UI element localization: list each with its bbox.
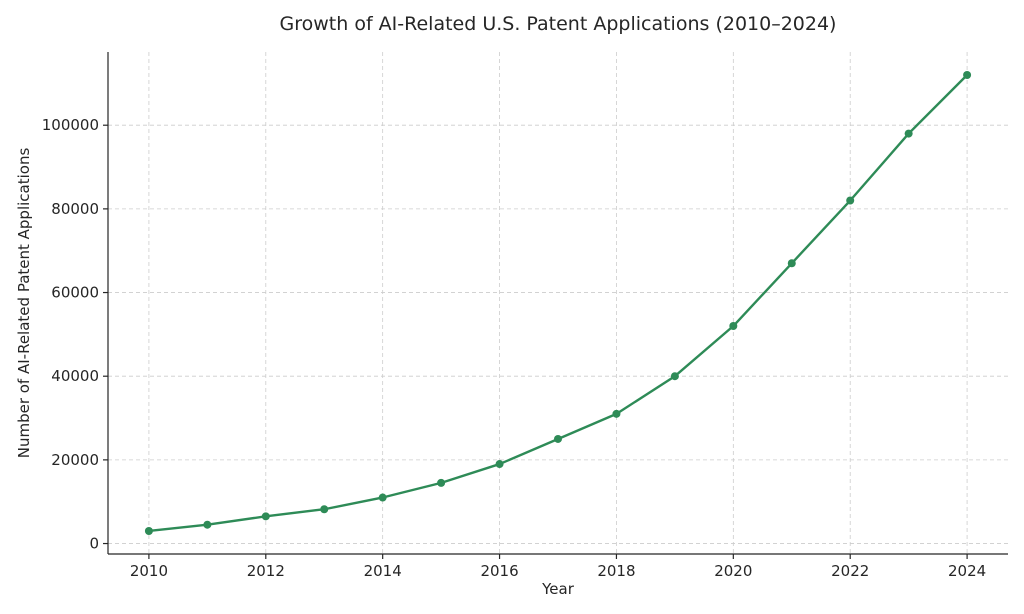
- chart-title: Growth of AI-Related U.S. Patent Applica…: [280, 13, 837, 35]
- data-point: [378, 493, 387, 502]
- grid: [108, 52, 1008, 554]
- axes: 2010 2012 2014 2016 2018 2020 2022 2024 0 20000 40…: [42, 52, 1008, 580]
- x-tick-label: 2016: [480, 562, 518, 580]
- x-tick-label: 2018: [597, 562, 635, 580]
- y-tick-label: 100000: [42, 116, 99, 134]
- data-point: [554, 434, 562, 443]
- data-point: [437, 478, 446, 487]
- y-axis-label: Number of AI-Related Patent Applications: [15, 148, 33, 459]
- series-line: [148, 74, 968, 533]
- data-point: [729, 322, 738, 331]
- data-point: [904, 129, 913, 138]
- x-tick-label: 2012: [247, 562, 285, 580]
- y-tick-label: 20000: [51, 451, 99, 469]
- y-tick-label: 60000: [51, 284, 99, 302]
- data-point: [670, 372, 679, 381]
- data-point: [846, 196, 855, 205]
- data-point: [203, 520, 212, 529]
- data-point: [612, 409, 621, 418]
- series-layer: [144, 71, 972, 535]
- x-tick-label: 2014: [364, 562, 402, 580]
- y-tick-label: 40000: [51, 367, 99, 385]
- y-tick-label: 80000: [51, 200, 99, 218]
- x-tick-label: 2010: [130, 562, 168, 580]
- data-point: [495, 460, 504, 469]
- data-point: [787, 259, 796, 268]
- data-point: [963, 71, 972, 80]
- data-point: [320, 505, 329, 514]
- data-point: [261, 512, 270, 521]
- x-axis-label: Year: [541, 580, 575, 598]
- x-tick-label: 2024: [948, 562, 986, 580]
- x-tick-label: 2020: [714, 562, 752, 580]
- y-tick-label: 0: [89, 535, 99, 553]
- data-point: [144, 526, 153, 535]
- x-tick-label: 2022: [831, 562, 869, 580]
